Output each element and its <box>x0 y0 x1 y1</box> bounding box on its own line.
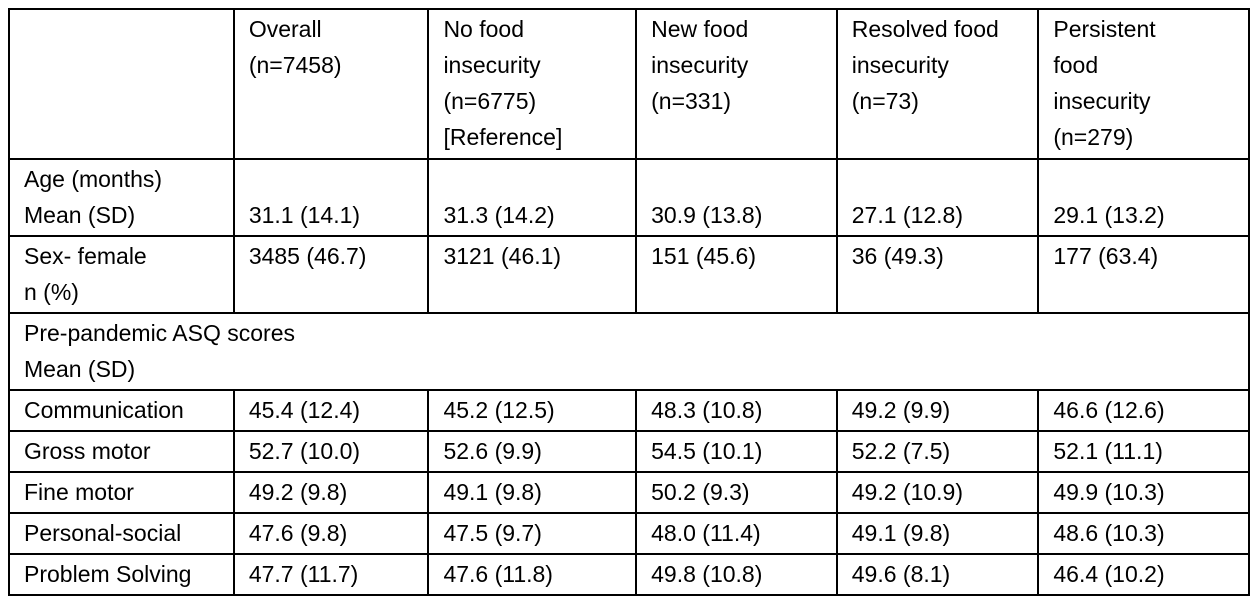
characteristics-table: Overall (n=7458) No food insecurity (n=6… <box>8 8 1250 596</box>
table-cell: 48.3 (10.8) <box>635 389 838 432</box>
section-label: Pre-pandemic ASQ scores Mean (SD) <box>8 312 1250 391</box>
table-cell: 54.5 (10.1) <box>635 430 838 473</box>
table-cell: 49.2 (9.9) <box>835 389 1040 432</box>
table-cell: 49.6 (8.1) <box>835 553 1040 596</box>
table-cell: 45.2 (12.5) <box>427 389 638 432</box>
row-label: Problem Solving <box>8 553 235 596</box>
table-cell: 30.9 (13.8) <box>635 158 838 237</box>
table-cell: 3121 (46.1) <box>427 235 638 314</box>
table-cell: 27.1 (12.8) <box>835 158 1040 237</box>
table-cell: 48.6 (10.3) <box>1037 512 1250 555</box>
table-cell: 29.1 (13.2) <box>1037 158 1250 237</box>
table-row: Gross motor 52.7 (10.0) 52.6 (9.9) 54.5 … <box>8 430 1250 473</box>
row-label: Sex- female n (%) <box>8 235 235 314</box>
table-cell: 48.0 (11.4) <box>635 512 838 555</box>
table-cell: 49.8 (10.8) <box>635 553 838 596</box>
table-cell: 50.2 (9.3) <box>635 471 838 514</box>
section-row: Pre-pandemic ASQ scores Mean (SD) <box>8 312 1250 391</box>
table-cell: 52.1 (11.1) <box>1037 430 1250 473</box>
table-cell: 49.1 (9.8) <box>835 512 1040 555</box>
table-cell: 45.4 (12.4) <box>232 389 430 432</box>
header-new-food-insecurity: New food insecurity (n=331) <box>635 8 838 160</box>
table-cell: 47.5 (9.7) <box>427 512 638 555</box>
header-overall: Overall (n=7458) <box>232 8 430 160</box>
table-cell: 36 (49.3) <box>835 235 1040 314</box>
table-cell: 46.6 (12.6) <box>1037 389 1250 432</box>
header-persistent-food-insecurity: Persistent food insecurity (n=279) <box>1037 8 1250 160</box>
table-cell: 49.2 (10.9) <box>835 471 1040 514</box>
table-row: Communication 45.4 (12.4) 45.2 (12.5) 48… <box>8 389 1250 432</box>
table-cell: 49.9 (10.3) <box>1037 471 1250 514</box>
row-label: Communication <box>8 389 235 432</box>
header-no-food-insecurity: No food insecurity (n=6775) [Reference] <box>427 8 638 160</box>
table-cell: 52.7 (10.0) <box>232 430 430 473</box>
table-cell: 52.2 (7.5) <box>835 430 1040 473</box>
table-cell: 46.4 (10.2) <box>1037 553 1250 596</box>
table-cell: 31.3 (14.2) <box>427 158 638 237</box>
header-resolved-food-insecurity: Resolved food insecurity (n=73) <box>835 8 1040 160</box>
table-row: Fine motor 49.2 (9.8) 49.1 (9.8) 50.2 (9… <box>8 471 1250 514</box>
table-row: Problem Solving 47.7 (11.7) 47.6 (11.8) … <box>8 553 1250 596</box>
table-cell: 47.6 (9.8) <box>232 512 430 555</box>
table-cell: 31.1 (14.1) <box>232 158 430 237</box>
sex-row: Sex- female n (%) 3485 (46.7) 3121 (46.1… <box>8 235 1250 314</box>
age-row: Age (months) Mean (SD) 31.1 (14.1) 31.3 … <box>8 158 1250 237</box>
row-label: Age (months) Mean (SD) <box>8 158 235 237</box>
table-cell: 47.7 (11.7) <box>232 553 430 596</box>
table-cell: 177 (63.4) <box>1037 235 1250 314</box>
table-cell: 47.6 (11.8) <box>427 553 638 596</box>
table-cell: 3485 (46.7) <box>232 235 430 314</box>
table-cell: 151 (45.6) <box>635 235 838 314</box>
table-row: Personal-social 47.6 (9.8) 47.5 (9.7) 48… <box>8 512 1250 555</box>
table-cell: 52.6 (9.9) <box>427 430 638 473</box>
row-label: Gross motor <box>8 430 235 473</box>
table-cell: 49.2 (9.8) <box>232 471 430 514</box>
row-label: Fine motor <box>8 471 235 514</box>
header-row: Overall (n=7458) No food insecurity (n=6… <box>8 8 1250 160</box>
table-cell: 49.1 (9.8) <box>427 471 638 514</box>
row-label: Personal-social <box>8 512 235 555</box>
header-cell-blank <box>8 8 235 160</box>
